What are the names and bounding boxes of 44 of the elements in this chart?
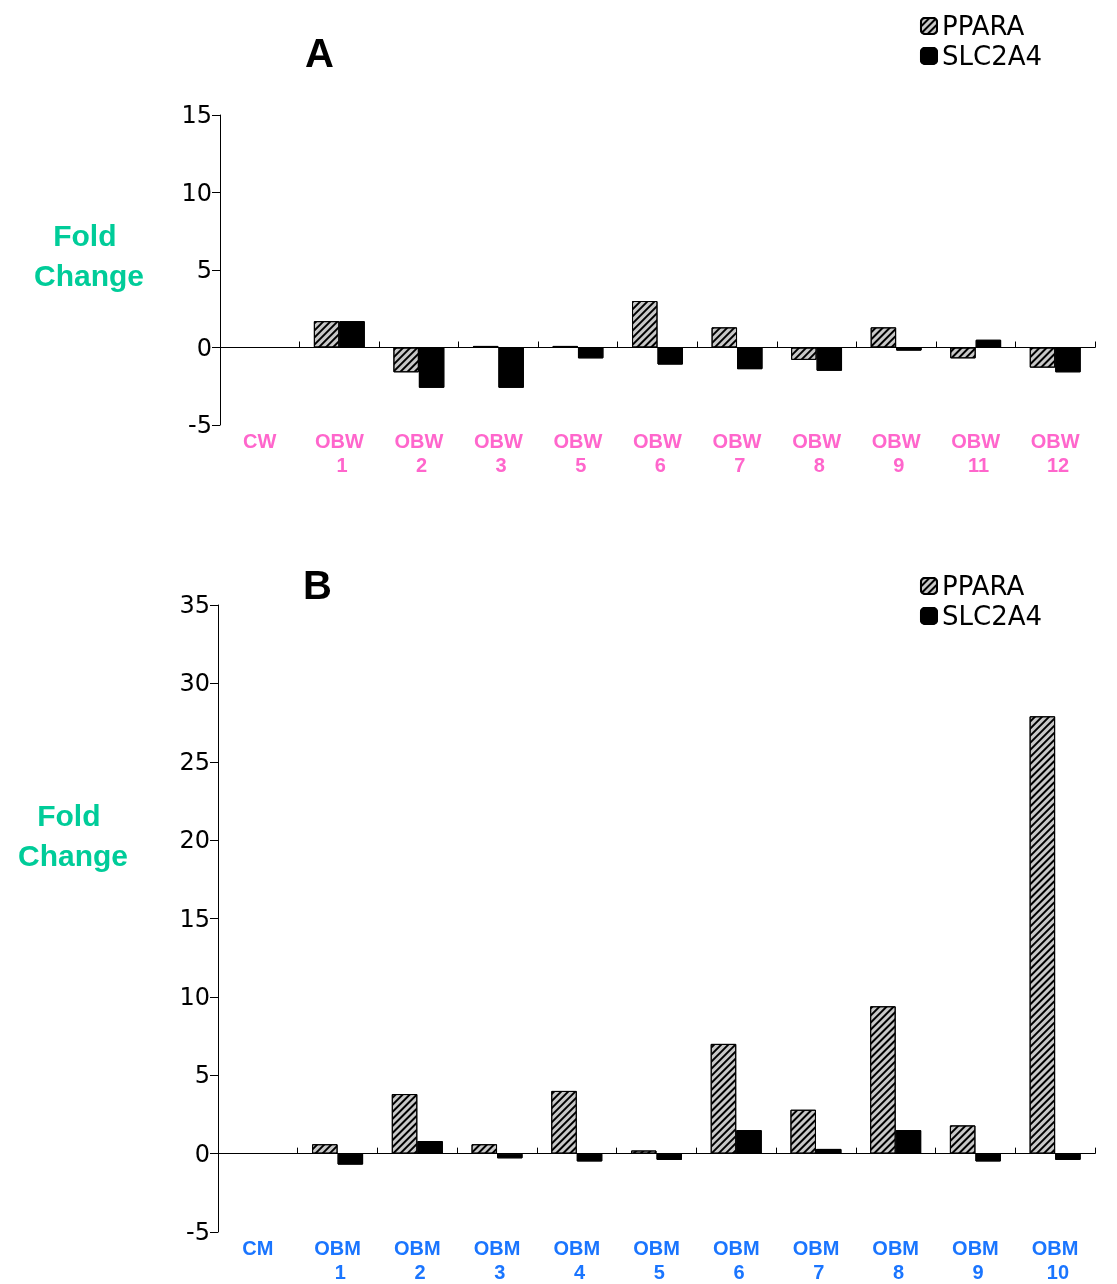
y-tick-label: -5 <box>186 1218 210 1246</box>
y-tick-label: 5 <box>194 1061 210 1090</box>
x-tick-label: OBM 4 <box>553 1237 601 1283</box>
y-tick-label: 25 <box>179 747 210 776</box>
y-tick-label: 10 <box>181 178 212 207</box>
chart-title: B <box>303 563 332 607</box>
x-tick-label: OBW 5 <box>553 430 603 476</box>
legend-label: PPARA <box>941 11 1025 41</box>
x-tick-label: OBW 1 <box>314 430 364 476</box>
x-tick-label: OBW 12 <box>1030 430 1080 476</box>
y-tick-label: 35 <box>179 591 210 619</box>
y-tick-label: 20 <box>179 826 210 855</box>
y-axis-title: Fold Change <box>17 798 129 872</box>
x-tick-label: OBW 7 <box>712 430 762 476</box>
y-tick-label: 10 <box>179 982 210 1011</box>
x-tick-label: OBM 1 <box>314 1237 361 1283</box>
x-tick-label: OBW 11 <box>951 430 1001 476</box>
x-tick-label: OBW 2 <box>394 430 444 476</box>
x-tick-label: OBM 5 <box>633 1237 680 1283</box>
y-tick-label: 15 <box>181 101 212 129</box>
x-tick-label: OBM 7 <box>792 1237 840 1283</box>
y-tick-label: 15 <box>179 904 210 933</box>
x-tick-label: OBW 9 <box>871 430 921 476</box>
y-tick-label: 5 <box>196 256 212 284</box>
x-tick-label: OBM 8 <box>872 1237 920 1283</box>
y-tick-label: -5 <box>188 411 212 439</box>
x-tick-label: OBM 10 <box>1031 1237 1079 1283</box>
x-tick-label: OBM 9 <box>952 1237 999 1283</box>
x-tick-label: CM <box>242 1237 274 1259</box>
x-tick-label: OBM 6 <box>712 1237 760 1283</box>
x-tick-label: OBM 3 <box>473 1237 521 1283</box>
x-tick-label: OBW 6 <box>633 430 683 476</box>
y-tick-label: 0 <box>194 1139 210 1168</box>
legend-label: PPARA <box>941 571 1025 601</box>
chart-title: A <box>305 31 334 75</box>
x-tick-label: CW <box>243 430 277 452</box>
x-tick-label: OBM 2 <box>393 1237 441 1283</box>
legend-label: SLC2A4 <box>941 41 1042 71</box>
x-tick-label: OBW 8 <box>792 430 842 476</box>
y-tick-label: 30 <box>179 669 210 698</box>
y-tick-label: 0 <box>196 333 212 362</box>
legend-label: SLC2A4 <box>941 601 1042 631</box>
y-axis-title: Fold Change <box>33 218 145 292</box>
x-tick-label: OBW 3 <box>473 430 523 476</box>
